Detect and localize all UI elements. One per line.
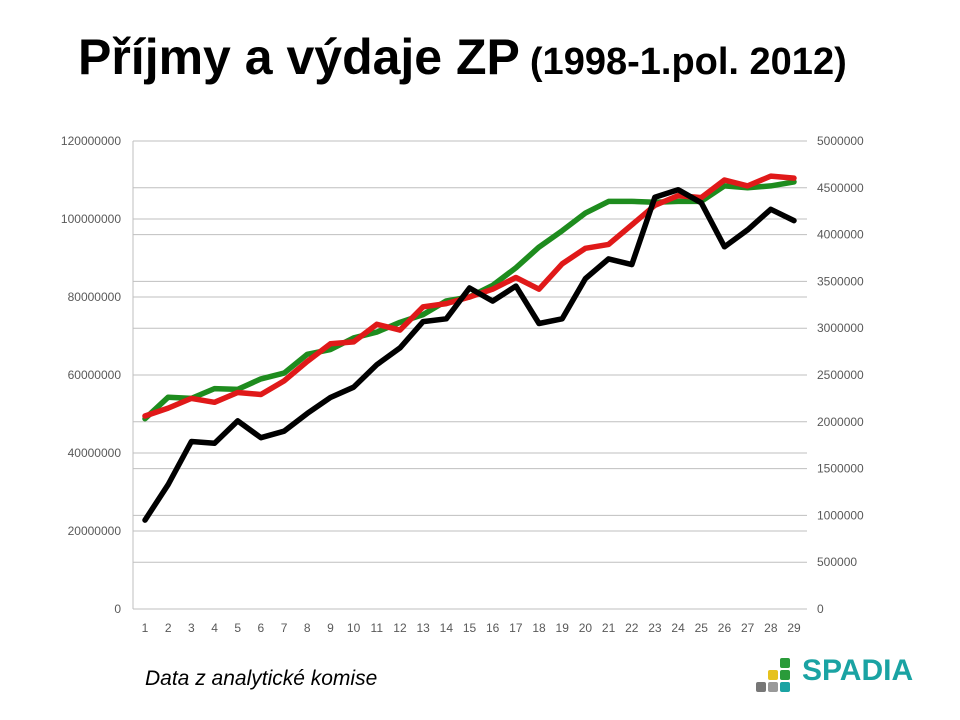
series-lines xyxy=(142,173,797,523)
y-left-tick-label: 0 xyxy=(114,602,121,616)
x-tick-label: 26 xyxy=(718,621,732,635)
x-tick-label: 23 xyxy=(648,621,662,635)
x-tick-label: 9 xyxy=(327,621,334,635)
spadia-logo-icon xyxy=(756,658,790,692)
y-right-tick-label: 2500000 xyxy=(817,368,864,382)
x-tick-label: 19 xyxy=(556,621,570,635)
y-right-tick-label: 500000 xyxy=(817,555,857,569)
x-tick-label: 4 xyxy=(211,621,218,635)
x-tick-label: 16 xyxy=(486,621,500,635)
title-sub: (1998-1.pol. 2012) xyxy=(529,41,847,83)
x-tick-label: 14 xyxy=(440,621,454,635)
x-tick-label: 5 xyxy=(234,621,241,635)
source-note: Data z analytické komise xyxy=(145,667,378,690)
x-tick-label: 28 xyxy=(764,621,778,635)
x-tick-label: 27 xyxy=(741,621,755,635)
logo-text: SPADIA xyxy=(802,654,914,687)
y-right-tick-label: 3000000 xyxy=(817,321,864,335)
y-left-tick-label: 40000000 xyxy=(68,446,122,460)
x-tick-label: 6 xyxy=(258,621,265,635)
y-right-tick-label: 1500000 xyxy=(817,462,864,476)
x-tick-label: 24 xyxy=(671,621,685,635)
spadia-logo: SPADIA xyxy=(754,654,919,694)
x-tick-label: 13 xyxy=(416,621,430,635)
x-tick-label: 21 xyxy=(602,621,616,635)
x-tick-label: 22 xyxy=(625,621,639,635)
slide-title: Příjmy a výdaje ZP (1998-1.pol. 2012) xyxy=(78,28,847,86)
y-right-tick-label: 3500000 xyxy=(817,274,864,288)
x-tick-label: 10 xyxy=(347,621,361,635)
y-left-tick-label: 100000000 xyxy=(61,212,121,226)
x-tick-label: 11 xyxy=(371,621,384,635)
x-tick-label: 1 xyxy=(142,621,149,635)
y-right-tick-label: 5000000 xyxy=(817,134,864,148)
x-tick-label: 7 xyxy=(281,621,288,635)
x-tick-label: 20 xyxy=(579,621,593,635)
x-tick-label: 3 xyxy=(188,621,195,635)
title-main: Příjmy a výdaje ZP xyxy=(78,29,520,85)
y-right-tick-label: 2000000 xyxy=(817,415,864,429)
y-left-tick-label: 120000000 xyxy=(61,134,121,148)
y-left-tick-label: 80000000 xyxy=(68,290,122,304)
grid-lines xyxy=(132,140,807,610)
series-line-2 xyxy=(142,173,797,419)
x-tick-label: 18 xyxy=(532,621,546,635)
x-tick-label: 12 xyxy=(393,621,407,635)
series-line-3 xyxy=(142,186,797,523)
y-left-tick-label: 60000000 xyxy=(68,368,122,382)
y-right-tick-label: 0 xyxy=(817,602,824,616)
x-tick-label: 2 xyxy=(165,621,172,635)
y-right-tick-label: 4000000 xyxy=(817,228,864,242)
x-tick-label: 29 xyxy=(787,621,801,635)
y-right-tick-label: 4500000 xyxy=(817,181,864,195)
x-tick-label: 25 xyxy=(695,621,709,635)
y-left-tick-label: 20000000 xyxy=(68,524,122,538)
x-tick-label: 17 xyxy=(509,621,523,635)
axis-ticks: 0200000004000000060000000800000001000000… xyxy=(61,134,864,635)
x-tick-label: 15 xyxy=(463,621,477,635)
y-right-tick-label: 1000000 xyxy=(817,508,864,522)
x-tick-label: 8 xyxy=(304,621,311,635)
series-line-1 xyxy=(142,179,797,422)
